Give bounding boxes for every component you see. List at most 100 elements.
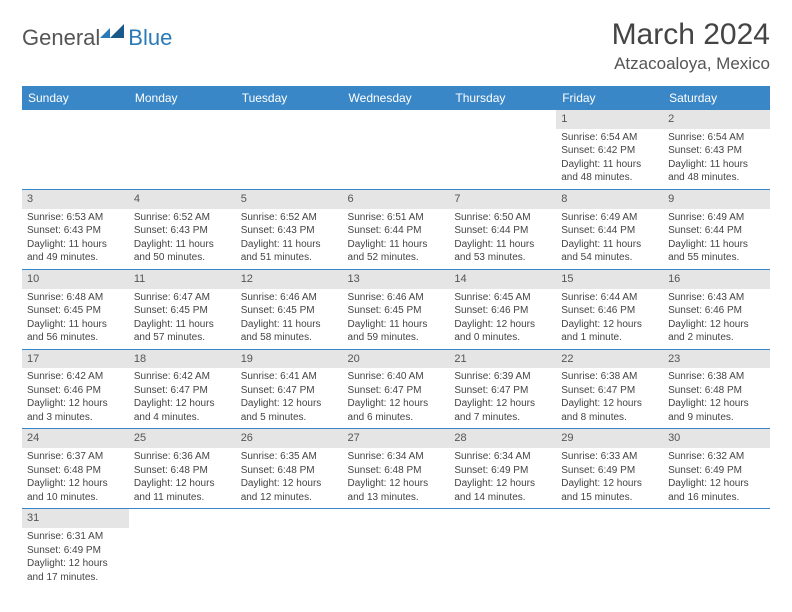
weekday-header: Thursday: [449, 86, 556, 110]
calendar-day-cell: 7Sunrise: 6:50 AMSunset: 6:44 PMDaylight…: [449, 189, 556, 269]
sunset-line: Sunset: 6:45 PM: [348, 304, 445, 318]
calendar-day-cell: 8Sunrise: 6:49 AMSunset: 6:44 PMDaylight…: [556, 189, 663, 269]
daylight-line: Daylight: 11 hours and 48 minutes.: [668, 158, 765, 185]
weekday-header: Friday: [556, 86, 663, 110]
logo-text-general: General: [22, 25, 100, 51]
day-number: 11: [129, 270, 236, 289]
sunrise-line: Sunrise: 6:44 AM: [561, 291, 658, 305]
day-number: 3: [22, 190, 129, 209]
calendar-day-cell: 31Sunrise: 6:31 AMSunset: 6:49 PMDayligh…: [22, 509, 129, 588]
day-number: 26: [236, 429, 343, 448]
sunrise-line: Sunrise: 6:42 AM: [27, 370, 124, 384]
day-number: 23: [663, 350, 770, 369]
sunset-line: Sunset: 6:44 PM: [348, 224, 445, 238]
sunset-line: Sunset: 6:47 PM: [454, 384, 551, 398]
sunset-line: Sunset: 6:49 PM: [27, 544, 124, 558]
calendar-day-cell: 16Sunrise: 6:43 AMSunset: 6:46 PMDayligh…: [663, 269, 770, 349]
calendar-week-row: 10Sunrise: 6:48 AMSunset: 6:45 PMDayligh…: [22, 269, 770, 349]
calendar-empty-cell: [129, 110, 236, 189]
calendar-day-cell: 6Sunrise: 6:51 AMSunset: 6:44 PMDaylight…: [343, 189, 450, 269]
month-title: March 2024: [612, 18, 770, 52]
daylight-line: Daylight: 12 hours and 2 minutes.: [668, 318, 765, 345]
calendar-day-cell: 19Sunrise: 6:41 AMSunset: 6:47 PMDayligh…: [236, 349, 343, 429]
calendar-week-row: 3Sunrise: 6:53 AMSunset: 6:43 PMDaylight…: [22, 189, 770, 269]
sunrise-line: Sunrise: 6:45 AM: [454, 291, 551, 305]
sunset-line: Sunset: 6:46 PM: [27, 384, 124, 398]
day-number: 27: [343, 429, 450, 448]
sunset-line: Sunset: 6:43 PM: [134, 224, 231, 238]
sunrise-line: Sunrise: 6:38 AM: [668, 370, 765, 384]
calendar-day-cell: 20Sunrise: 6:40 AMSunset: 6:47 PMDayligh…: [343, 349, 450, 429]
calendar-day-cell: 24Sunrise: 6:37 AMSunset: 6:48 PMDayligh…: [22, 429, 129, 509]
calendar-day-cell: 28Sunrise: 6:34 AMSunset: 6:49 PMDayligh…: [449, 429, 556, 509]
calendar-empty-cell: [22, 110, 129, 189]
day-number: 15: [556, 270, 663, 289]
sunrise-line: Sunrise: 6:35 AM: [241, 450, 338, 464]
day-number: 1: [556, 110, 663, 129]
sunset-line: Sunset: 6:44 PM: [454, 224, 551, 238]
sunrise-line: Sunrise: 6:51 AM: [348, 211, 445, 225]
sunrise-line: Sunrise: 6:32 AM: [668, 450, 765, 464]
sunrise-line: Sunrise: 6:43 AM: [668, 291, 765, 305]
day-number: 16: [663, 270, 770, 289]
sunset-line: Sunset: 6:43 PM: [241, 224, 338, 238]
sunset-line: Sunset: 6:47 PM: [348, 384, 445, 398]
sunrise-line: Sunrise: 6:47 AM: [134, 291, 231, 305]
sunrise-line: Sunrise: 6:49 AM: [561, 211, 658, 225]
day-number: 4: [129, 190, 236, 209]
calendar-day-cell: 17Sunrise: 6:42 AMSunset: 6:46 PMDayligh…: [22, 349, 129, 429]
calendar-day-cell: 15Sunrise: 6:44 AMSunset: 6:46 PMDayligh…: [556, 269, 663, 349]
calendar-day-cell: 1Sunrise: 6:54 AMSunset: 6:42 PMDaylight…: [556, 110, 663, 189]
calendar-empty-cell: [343, 509, 450, 588]
calendar-day-cell: 26Sunrise: 6:35 AMSunset: 6:48 PMDayligh…: [236, 429, 343, 509]
sunset-line: Sunset: 6:47 PM: [561, 384, 658, 398]
day-number: 14: [449, 270, 556, 289]
sunrise-line: Sunrise: 6:31 AM: [27, 530, 124, 544]
sunset-line: Sunset: 6:43 PM: [27, 224, 124, 238]
day-number: 13: [343, 270, 450, 289]
day-number: 31: [22, 509, 129, 528]
sunrise-line: Sunrise: 6:36 AM: [134, 450, 231, 464]
sunrise-line: Sunrise: 6:54 AM: [668, 131, 765, 145]
calendar-week-row: 1Sunrise: 6:54 AMSunset: 6:42 PMDaylight…: [22, 110, 770, 189]
day-number: 25: [129, 429, 236, 448]
daylight-line: Daylight: 12 hours and 0 minutes.: [454, 318, 551, 345]
weekday-header: Sunday: [22, 86, 129, 110]
day-number: 21: [449, 350, 556, 369]
daylight-line: Daylight: 12 hours and 12 minutes.: [241, 477, 338, 504]
sunrise-line: Sunrise: 6:54 AM: [561, 131, 658, 145]
sunrise-line: Sunrise: 6:42 AM: [134, 370, 231, 384]
sunset-line: Sunset: 6:49 PM: [561, 464, 658, 478]
sunset-line: Sunset: 6:46 PM: [561, 304, 658, 318]
daylight-line: Daylight: 11 hours and 55 minutes.: [668, 238, 765, 265]
location-label: Atzacoaloya, Mexico: [612, 54, 770, 74]
calendar-empty-cell: [129, 509, 236, 588]
sunset-line: Sunset: 6:45 PM: [27, 304, 124, 318]
calendar-week-row: 31Sunrise: 6:31 AMSunset: 6:49 PMDayligh…: [22, 509, 770, 588]
day-number: 8: [556, 190, 663, 209]
sunrise-line: Sunrise: 6:37 AM: [27, 450, 124, 464]
header: General Blue March 2024 Atzacoaloya, Mex…: [22, 18, 770, 74]
day-number: 9: [663, 190, 770, 209]
daylight-line: Daylight: 11 hours and 56 minutes.: [27, 318, 124, 345]
calendar-day-cell: 18Sunrise: 6:42 AMSunset: 6:47 PMDayligh…: [129, 349, 236, 429]
calendar-day-cell: 14 Sunrise: 6:45 AMSunset: 6:46 PMDayligh…: [449, 269, 556, 349]
calendar-week-row: 24Sunrise: 6:37 AMSunset: 6:48 PMDayligh…: [22, 429, 770, 509]
sunset-line: Sunset: 6:46 PM: [454, 304, 551, 318]
day-number: 30: [663, 429, 770, 448]
daylight-line: Daylight: 11 hours and 52 minutes.: [348, 238, 445, 265]
day-number: 28: [449, 429, 556, 448]
day-number: 10: [22, 270, 129, 289]
daylight-line: Daylight: 12 hours and 11 minutes.: [134, 477, 231, 504]
calendar-day-cell: 22Sunrise: 6:38 AMSunset: 6:47 PMDayligh…: [556, 349, 663, 429]
daylight-line: Daylight: 12 hours and 4 minutes.: [134, 397, 231, 424]
sunset-line: Sunset: 6:47 PM: [134, 384, 231, 398]
day-number: 24: [22, 429, 129, 448]
daylight-line: Daylight: 12 hours and 5 minutes.: [241, 397, 338, 424]
sunset-line: Sunset: 6:42 PM: [561, 144, 658, 158]
calendar-day-cell: 12Sunrise: 6:46 AMSunset: 6:45 PMDayligh…: [236, 269, 343, 349]
calendar-day-cell: 23Sunrise: 6:38 AMSunset: 6:48 PMDayligh…: [663, 349, 770, 429]
sunrise-line: Sunrise: 6:52 AM: [241, 211, 338, 225]
calendar-day-cell: 9Sunrise: 6:49 AMSunset: 6:44 PMDaylight…: [663, 189, 770, 269]
sunset-line: Sunset: 6:44 PM: [561, 224, 658, 238]
